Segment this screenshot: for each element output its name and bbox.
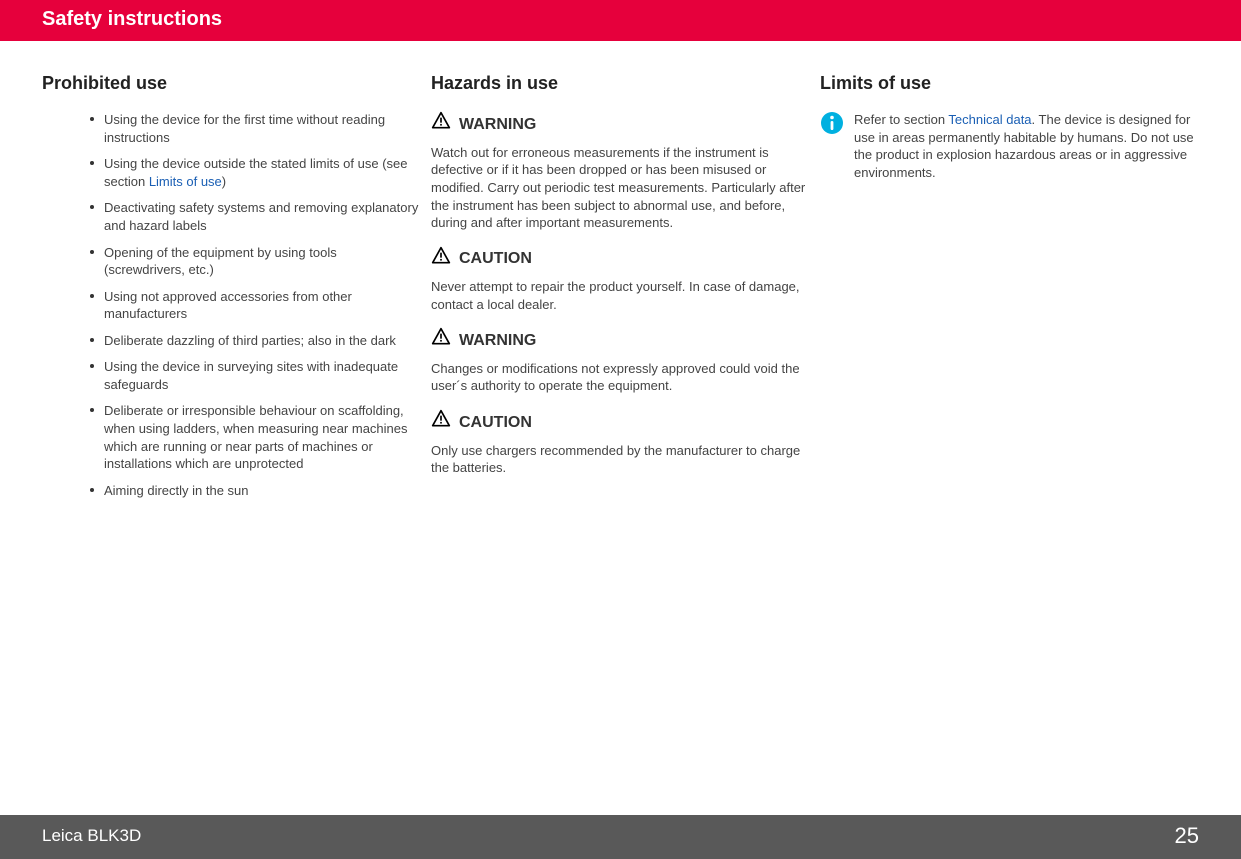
list-item: Using the device in surveying sites with… [104, 358, 421, 393]
list-item: Using the device for the first time with… [104, 111, 421, 146]
list-item-text: Deliberate dazzling of third parties; al… [104, 333, 396, 348]
prohibited-use-list: Using the device for the first time with… [42, 111, 421, 499]
hazard-label-text: WARNING [459, 330, 536, 352]
footer-product: Leica BLK3D [42, 825, 141, 848]
heading-limits-of-use: Limits of use [820, 71, 1199, 95]
heading-prohibited-use: Prohibited use [42, 71, 421, 95]
hazard-block: CAUTION Only use chargers recommended by … [431, 409, 810, 477]
hazards-blocks-container: WARNING Watch out for erroneous measureme… [431, 111, 810, 476]
info-prefix: Refer to section [854, 112, 948, 127]
hazard-text: Changes or modifications not expressly a… [431, 360, 810, 395]
hazard-text: Only use chargers recommended by the man… [431, 442, 810, 477]
heading-hazards-in-use: Hazards in use [431, 71, 810, 95]
hazard-block: CAUTION Never attempt to repair the produ… [431, 246, 810, 314]
content-area: Prohibited use Using the device for the … [0, 41, 1241, 508]
hazard-label-text: CAUTION [459, 248, 532, 270]
hazard-block: WARNING Watch out for erroneous measureme… [431, 111, 810, 231]
list-item: Using not approved accessories from othe… [104, 288, 421, 323]
limits-info-block: Refer to section Technical data. The dev… [820, 111, 1199, 181]
list-item: Deliberate dazzling of third parties; al… [104, 332, 421, 350]
caution-label: CAUTION [431, 409, 810, 436]
hazard-text: Watch out for erroneous measurements if … [431, 144, 810, 232]
warning-triangle-icon [431, 246, 451, 273]
warning-triangle-icon [431, 327, 451, 354]
warning-triangle-icon [431, 111, 451, 138]
hazard-label-text: WARNING [459, 114, 536, 136]
list-item-text: Using the device in surveying sites with… [104, 359, 398, 392]
list-item: Aiming directly in the sun [104, 482, 421, 500]
list-item-suffix: ) [222, 174, 226, 189]
column-limits-of-use: Limits of use Refer to section Technical… [820, 71, 1199, 508]
limits-info-text: Refer to section Technical data. The dev… [854, 111, 1199, 181]
list-item-text: Deliberate or irresponsible behaviour on… [104, 403, 408, 471]
link-limits-of-use[interactable]: Limits of use [149, 174, 222, 189]
footer-bar: Leica BLK3D 25 [0, 815, 1241, 859]
list-item-text: Aiming directly in the sun [104, 483, 249, 498]
list-item: Opening of the equipment by using tools … [104, 244, 421, 279]
column-prohibited-use: Prohibited use Using the device for the … [42, 71, 421, 508]
warning-label: WARNING [431, 111, 810, 138]
hazard-block: WARNING Changes or modifications not expr… [431, 327, 810, 395]
column-hazards-in-use: Hazards in use WARNING Watch out for erro… [431, 71, 810, 508]
list-item: Deactivating safety systems and removing… [104, 199, 421, 234]
hazard-text: Never attempt to repair the product your… [431, 278, 810, 313]
warning-triangle-icon [431, 409, 451, 436]
list-item-text: Opening of the equipment by using tools … [104, 245, 337, 278]
list-item-text: Using the device for the first time with… [104, 112, 385, 145]
list-item: Using the device outside the stated limi… [104, 155, 421, 190]
info-icon [820, 111, 844, 181]
caution-label: CAUTION [431, 246, 810, 273]
page-number: 25 [1175, 821, 1199, 851]
link-technical-data[interactable]: Technical data [948, 112, 1031, 127]
hazard-label-text: CAUTION [459, 412, 532, 434]
warning-label: WARNING [431, 327, 810, 354]
header-title: Safety instructions [42, 8, 222, 30]
list-item-text: Deactivating safety systems and removing… [104, 200, 418, 233]
header-bar: Safety instructions [0, 0, 1241, 41]
list-item-text: Using not approved accessories from othe… [104, 289, 352, 322]
list-item: Deliberate or irresponsible behaviour on… [104, 402, 421, 472]
